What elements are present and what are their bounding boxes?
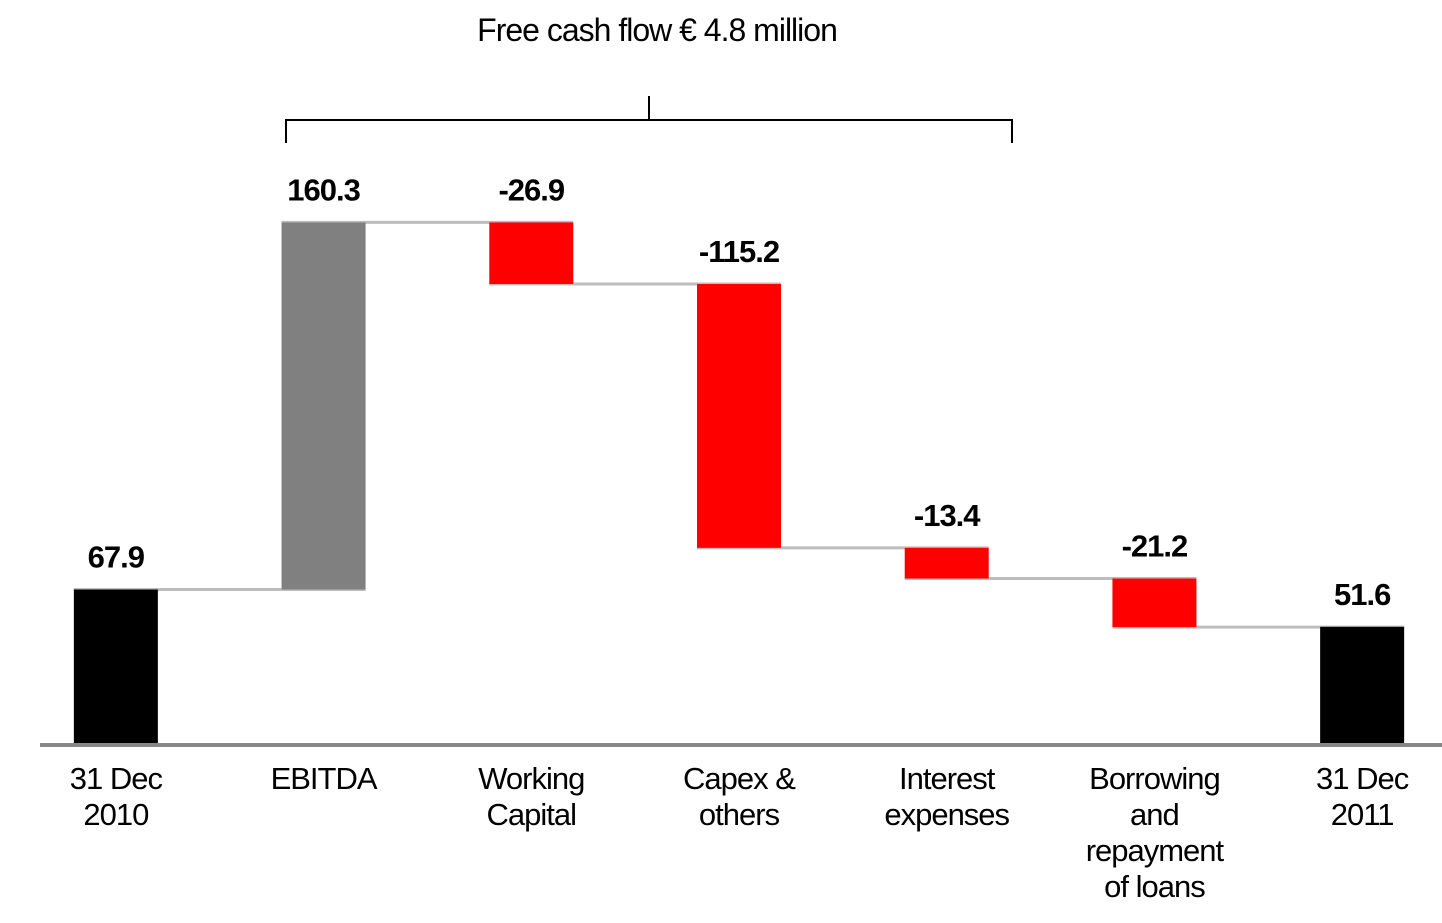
- value-label: 67.9: [88, 540, 145, 575]
- bar: [281, 222, 366, 590]
- bracket: [285, 96, 1013, 143]
- x-tick-label: EBITDA: [270, 761, 378, 796]
- bar: [1320, 626, 1405, 745]
- value-label: -115.2: [699, 234, 779, 269]
- annotation: Free cash flow € 4.8 million: [477, 12, 838, 48]
- bar: [489, 222, 574, 285]
- x-tick-label: Capex & others: [683, 761, 796, 832]
- value-label: -13.4: [914, 498, 981, 533]
- x-tick-label: 31 Dec 2011: [1316, 761, 1409, 832]
- value-label: -26.9: [498, 172, 564, 207]
- x-tick-label: 31 Dec 2010: [69, 761, 163, 832]
- bar: [73, 589, 158, 745]
- x-tick-label: Interest expenses: [884, 761, 1010, 832]
- bar: [697, 284, 781, 548]
- value-label: 51.6: [1334, 577, 1391, 612]
- x-tick-label: Working Capital: [478, 761, 585, 832]
- bar: [904, 547, 989, 579]
- value-label: -21.2: [1122, 529, 1188, 564]
- bar: [1112, 578, 1197, 628]
- value-label: 160.3: [287, 172, 360, 207]
- x-tick-label: Borrowing and repayment of loans: [1085, 761, 1224, 904]
